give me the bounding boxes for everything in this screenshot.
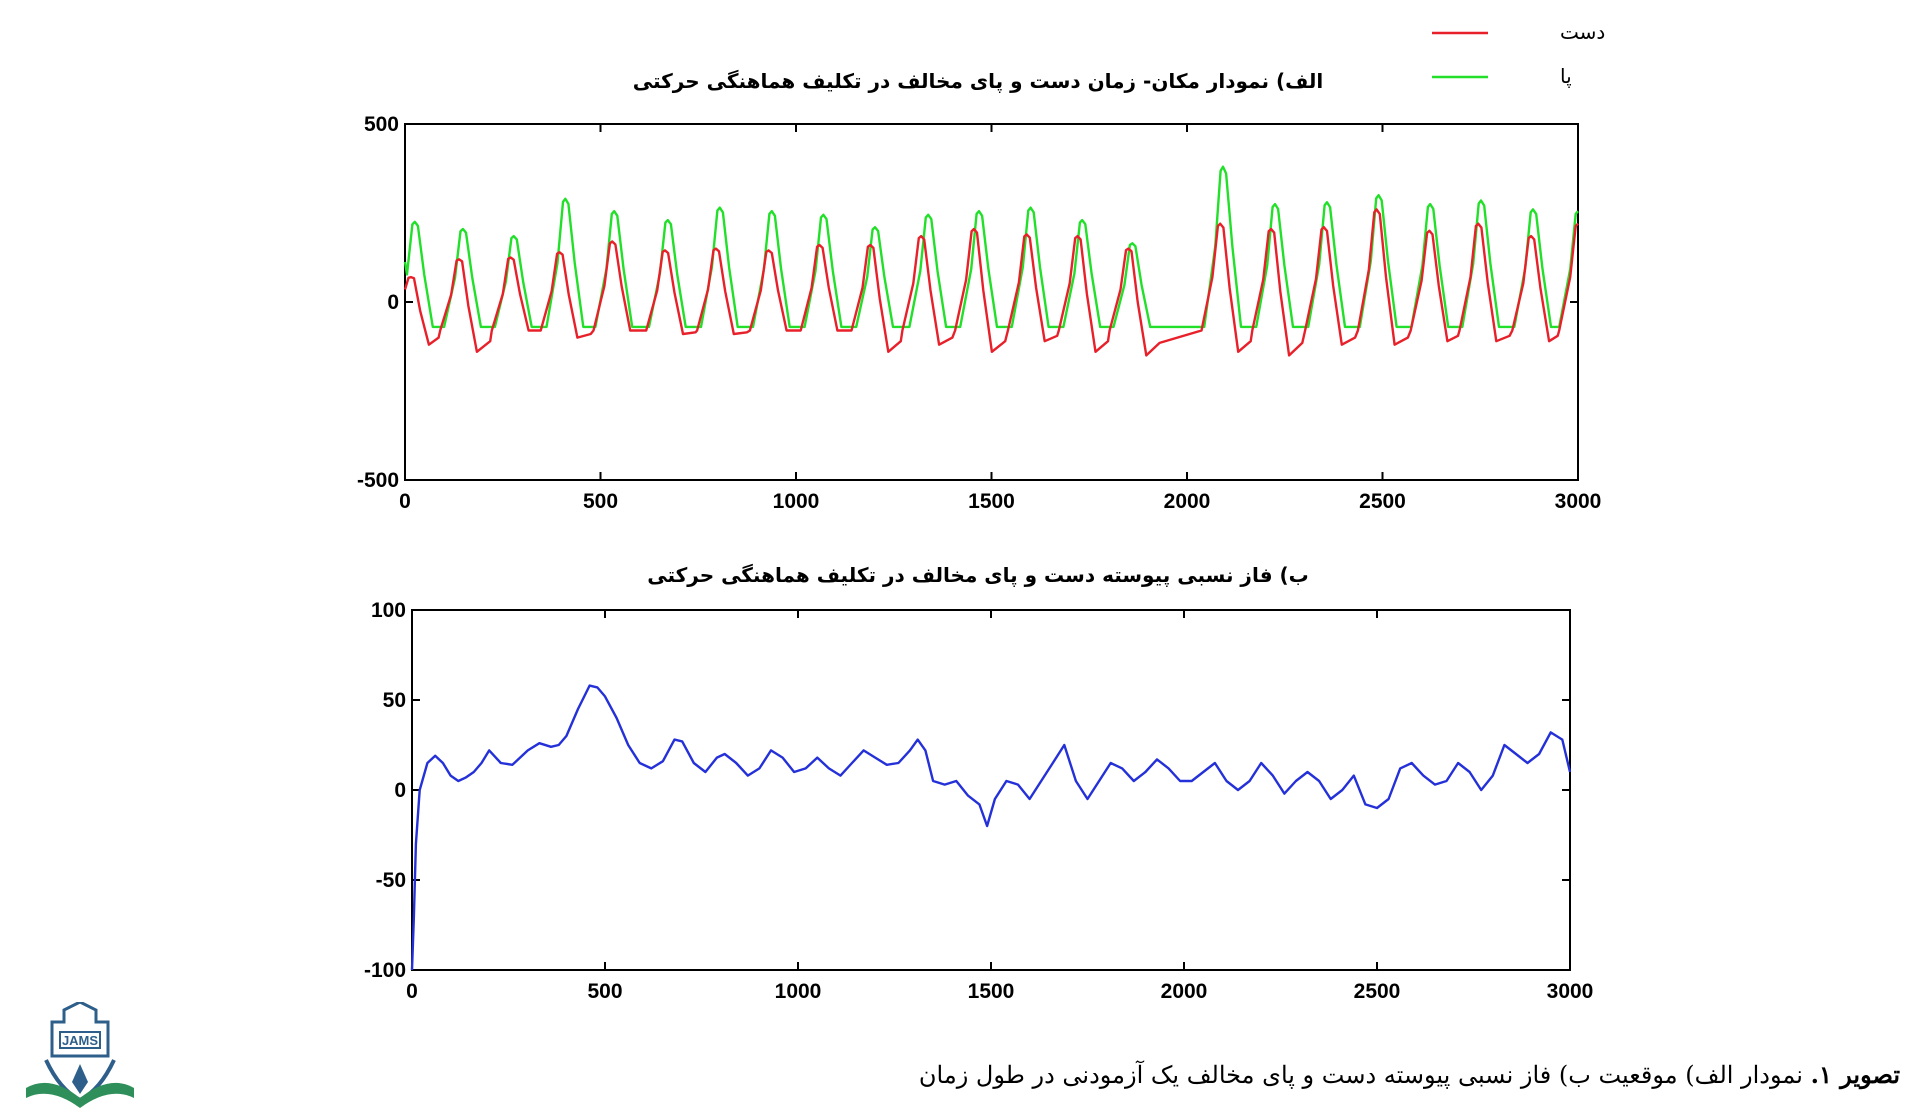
top-chart-title: الف) نمودار مکان- زمان دست و پای مخالف د… (633, 69, 1324, 94)
top-x-tick-label: 2000 (1164, 490, 1211, 513)
logo-text: JAMS (62, 1033, 98, 1048)
caption-text: نمودار الف) موقعیت ب) فاز نسبی پیوسته دس… (918, 1061, 1811, 1089)
bottom-x-tick-label: 500 (587, 980, 622, 1003)
top-x-tick-label: 1000 (773, 490, 820, 513)
hand-series-line (403, 208, 1579, 357)
bottom-x-tick-label: 1000 (775, 980, 822, 1003)
position-time-chart: الف) نمودار مکان- زمان دست و پای مخالف د… (357, 20, 1605, 513)
bottom-x-tick-label: 2500 (1354, 980, 1401, 1003)
bottom-y-tick-label: 0 (394, 779, 406, 802)
relative-phase-series-line (410, 684, 1572, 971)
top-x-tick-label: 0 (399, 490, 411, 513)
figure-caption: تصویر ۱. نمودار الف) موقعیت ب) فاز نسبی … (919, 1060, 1900, 1089)
top-y-tick-label: 0 (387, 291, 399, 314)
bottom-x-tick-label: 1500 (968, 980, 1015, 1003)
bottom-x-tick-label: 0 (406, 980, 418, 1003)
top-x-tick-label: 3000 (1555, 490, 1602, 513)
top-x-tick-label: 500 (583, 490, 618, 513)
top-x-tick-label: 1500 (968, 490, 1015, 513)
bottom-axes-box (411, 609, 1571, 971)
top-x-tick-label: 2500 (1359, 490, 1406, 513)
caption-label: تصویر ۱. (1810, 1060, 1900, 1089)
bottom-x-tick-label: 2000 (1161, 980, 1208, 1003)
bottom-y-tick-label: -100 (364, 959, 406, 982)
top-legend: دست پا (1432, 20, 1605, 89)
bottom-y-tick-label: -50 (376, 869, 406, 892)
top-y-tick-label: -500 (357, 469, 399, 492)
bottom-chart-title: ب) فاز نسبی پیوسته دست و پای مخالف در تک… (647, 563, 1309, 588)
legend-hand-label: دست (1560, 20, 1605, 44)
jams-logo: JAMS (26, 1002, 134, 1108)
bottom-y-tick-label: 50 (383, 689, 406, 712)
legend-foot-label: پا (1560, 64, 1572, 89)
bottom-x-tick-label: 3000 (1547, 980, 1594, 1003)
bottom-y-tick-label: 100 (371, 599, 406, 622)
foot-series-line (403, 165, 1579, 329)
top-y-tick-label: 500 (364, 113, 399, 136)
relative-phase-chart: ب) فاز نسبی پیوسته دست و پای مخالف در تک… (364, 563, 1593, 1003)
